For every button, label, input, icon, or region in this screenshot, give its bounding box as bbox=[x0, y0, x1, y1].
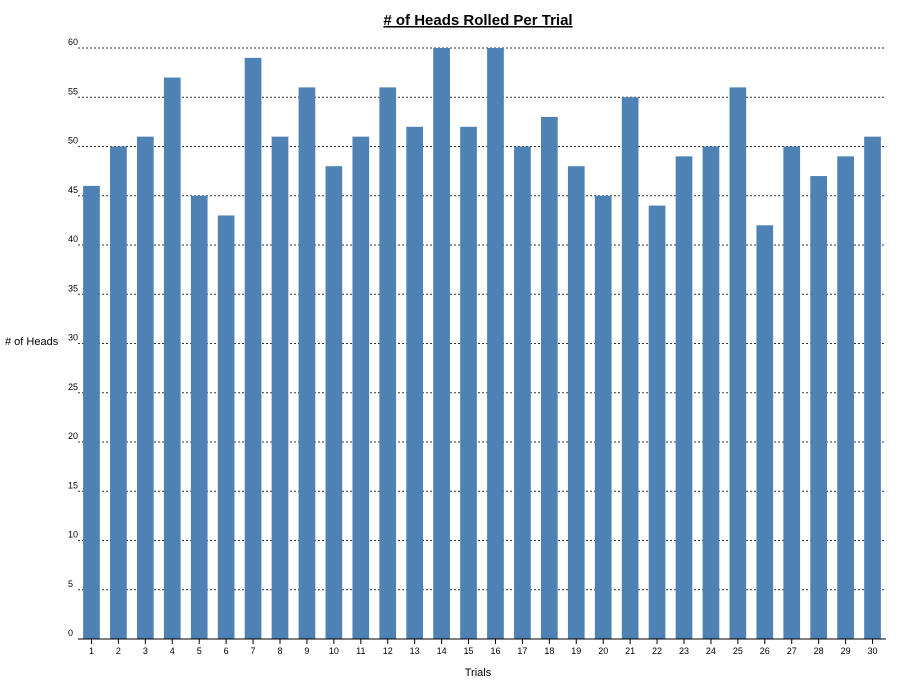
bar-trial-23 bbox=[675, 156, 693, 639]
x-tick-label: 23 bbox=[679, 646, 689, 656]
x-tick-label: 24 bbox=[706, 646, 716, 656]
x-tick-label: 28 bbox=[814, 646, 824, 656]
y-tick-label: 60 bbox=[68, 37, 78, 47]
x-tick-label: 19 bbox=[571, 646, 581, 656]
bar-trial-17 bbox=[514, 146, 531, 639]
y-tick-label: 5 bbox=[68, 579, 73, 589]
y-tick-label: 15 bbox=[68, 480, 78, 490]
x-tick-label: 29 bbox=[841, 646, 851, 656]
x-tick-label: 15 bbox=[464, 646, 474, 656]
x-tick-label: 5 bbox=[197, 646, 202, 656]
bar-trial-20 bbox=[594, 195, 612, 639]
x-axis-ticks: 1 2 3 4 5 6 7 8 9 10 11 12 13 14 15 16 17 18 19 20 21 22 23 24 2… bbox=[89, 639, 878, 656]
y-tick-label: 25 bbox=[68, 382, 78, 392]
x-tick-label: 18 bbox=[544, 646, 554, 656]
x-tick-label: 21 bbox=[625, 646, 635, 656]
bar-trial-24 bbox=[702, 146, 720, 639]
bar-trial-4 bbox=[163, 77, 181, 640]
x-tick-label: 1 bbox=[89, 646, 94, 656]
x-axis-label: Trials bbox=[465, 667, 492, 679]
y-tick-label: 40 bbox=[68, 234, 78, 244]
y-tick-label: 35 bbox=[68, 283, 78, 293]
bar-trial-13 bbox=[406, 126, 424, 640]
y-axis-label: # of Heads bbox=[5, 336, 59, 348]
bar-trial-19 bbox=[567, 166, 585, 639]
bar-trial-12 bbox=[379, 87, 397, 639]
x-tick-label: 11 bbox=[356, 646, 365, 656]
y-tick-label: 30 bbox=[68, 333, 78, 343]
y-tick-label: 0 bbox=[68, 628, 73, 638]
bar-trial-3 bbox=[136, 136, 154, 639]
bar-trial-7 bbox=[244, 57, 262, 640]
y-axis-ticks: 0 5 10 15 20 25 30 35 40 45 50 55 60 bbox=[68, 37, 78, 638]
y-tick-label: 45 bbox=[68, 185, 78, 195]
x-tick-label: 16 bbox=[490, 646, 500, 656]
bar-trial-30 bbox=[864, 136, 881, 639]
x-tick-label: 8 bbox=[277, 646, 282, 656]
x-tick-label: 17 bbox=[517, 646, 527, 656]
bar-trial-1 bbox=[83, 185, 100, 639]
x-tick-label: 6 bbox=[224, 646, 229, 656]
bar-trial-27 bbox=[783, 146, 801, 639]
bar-trial-2 bbox=[110, 146, 127, 639]
x-tick-label: 20 bbox=[598, 646, 608, 656]
bar-trial-8 bbox=[271, 136, 289, 639]
x-tick-label: 25 bbox=[733, 646, 743, 656]
y-tick-label: 20 bbox=[68, 431, 78, 441]
x-tick-label: 9 bbox=[304, 646, 309, 656]
bar-trial-28 bbox=[810, 176, 828, 640]
x-tick-label: 13 bbox=[410, 646, 420, 656]
x-tick-label: 26 bbox=[760, 646, 770, 656]
bar-trial-25 bbox=[729, 87, 747, 639]
bar-trial-11 bbox=[352, 136, 370, 639]
y-tick-label: 10 bbox=[68, 530, 78, 540]
bar-trial-9 bbox=[298, 87, 316, 639]
bar-trial-22 bbox=[648, 205, 666, 639]
x-tick-label: 14 bbox=[437, 646, 447, 656]
y-tick-label: 55 bbox=[68, 86, 78, 96]
bar-trial-10 bbox=[325, 166, 343, 639]
bar-trial-6 bbox=[217, 215, 235, 639]
bar-trial-26 bbox=[756, 225, 774, 640]
x-tick-label: 30 bbox=[868, 646, 878, 656]
bar-trial-21 bbox=[621, 97, 639, 639]
grid-lines bbox=[78, 47, 886, 591]
bar-trial-14 bbox=[433, 48, 450, 639]
bars bbox=[83, 48, 881, 640]
x-tick-label: 12 bbox=[383, 646, 393, 656]
x-tick-label: 4 bbox=[170, 646, 175, 656]
bar-trial-29 bbox=[837, 156, 854, 639]
y-tick-label: 50 bbox=[68, 136, 78, 146]
x-tick-label: 22 bbox=[652, 646, 662, 656]
x-tick-label: 27 bbox=[787, 646, 797, 656]
bar-trial-16 bbox=[487, 48, 504, 639]
x-tick-label: 10 bbox=[329, 646, 339, 656]
bar-trial-15 bbox=[460, 126, 477, 640]
x-tick-label: 2 bbox=[116, 646, 121, 656]
bar-trial-5 bbox=[190, 195, 208, 639]
x-tick-label: 7 bbox=[251, 646, 256, 656]
bar-trial-18 bbox=[540, 116, 558, 639]
chart-title: # of Heads Rolled Per Trial bbox=[383, 12, 572, 29]
x-tick-label: 3 bbox=[143, 646, 148, 656]
